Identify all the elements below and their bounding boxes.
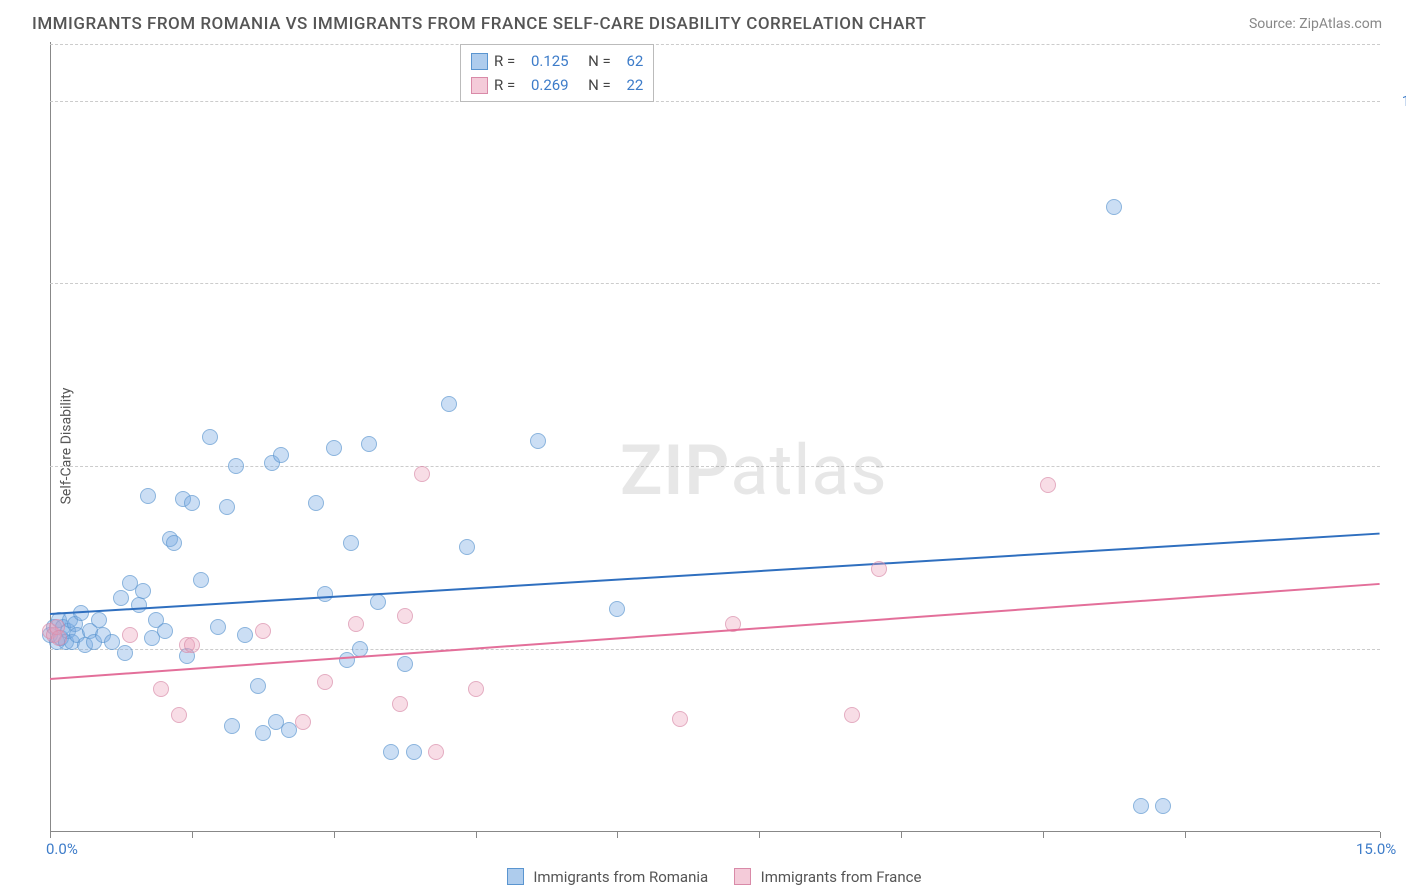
scatter-plot-area: 2.5%5.0%7.5%10.0%0.0%15.0% (50, 42, 1380, 832)
x-tick (1043, 832, 1044, 838)
data-point (91, 612, 107, 628)
data-point (210, 619, 226, 635)
data-point (202, 429, 218, 445)
data-point (326, 440, 342, 456)
data-point (468, 681, 484, 697)
x-tick (192, 832, 193, 838)
x-tick (759, 832, 760, 838)
r-label: R = (494, 49, 515, 73)
data-point (317, 586, 333, 602)
data-point (392, 696, 408, 712)
data-point (609, 601, 625, 617)
data-point (157, 623, 173, 639)
chart-title: IMMIGRANTS FROM ROMANIA VS IMMIGRANTS FR… (32, 14, 926, 34)
x-tick (617, 832, 618, 838)
n-value: 22 (626, 73, 643, 97)
data-point (308, 495, 324, 511)
data-point (672, 711, 688, 727)
n-label: N = (588, 73, 611, 97)
x-tick (476, 832, 477, 838)
r-value: 0.125 (531, 49, 569, 73)
data-point (184, 495, 200, 511)
data-point (414, 466, 430, 482)
data-point (224, 718, 240, 734)
data-point (104, 634, 120, 650)
data-point (171, 707, 187, 723)
data-point (1133, 798, 1149, 814)
data-point (113, 590, 129, 606)
swatch-blue-icon (471, 53, 488, 70)
data-point (193, 572, 209, 588)
x-tick-label: 15.0% (1356, 840, 1396, 858)
data-point (1155, 798, 1171, 814)
data-point (383, 744, 399, 760)
data-point (530, 433, 546, 449)
y-axis-line (50, 42, 51, 832)
data-point (397, 656, 413, 672)
data-point (122, 627, 138, 643)
x-tick (1380, 832, 1381, 838)
data-point (428, 744, 444, 760)
gridline (50, 101, 1380, 102)
swatch-blue-icon (507, 868, 524, 885)
data-point (295, 714, 311, 730)
data-point (184, 637, 200, 653)
data-point (348, 616, 364, 632)
x-tick (901, 832, 902, 838)
regression-line (50, 532, 1380, 614)
gridline (50, 44, 1380, 45)
swatch-pink-icon (471, 77, 488, 94)
legend-row-france: R = 0.269 N = 22 (471, 73, 643, 97)
legend-series: Immigrants from Romania Immigrants from … (0, 868, 1406, 886)
x-tick (1185, 832, 1186, 838)
x-tick-label: 0.0% (46, 840, 78, 858)
swatch-pink-icon (734, 868, 751, 885)
data-point (131, 597, 147, 613)
data-point (406, 744, 422, 760)
data-point (237, 627, 253, 643)
data-point (1106, 199, 1122, 215)
data-point (370, 594, 386, 610)
data-point (250, 678, 266, 694)
data-point (339, 652, 355, 668)
data-point (397, 608, 413, 624)
data-point (459, 539, 475, 555)
n-value: 62 (626, 49, 643, 73)
data-point (140, 488, 156, 504)
data-point (361, 436, 377, 452)
legend-correlation-box: R = 0.125 N = 62 R = 0.269 N = 22 (460, 44, 654, 102)
data-point (228, 458, 244, 474)
data-point (255, 623, 271, 639)
gridline (50, 283, 1380, 284)
n-label: N = (588, 49, 611, 73)
data-point (219, 499, 235, 515)
y-tick-label: 10.0% (1402, 92, 1406, 110)
data-point (441, 396, 457, 412)
r-label: R = (494, 73, 515, 97)
x-axis-line (50, 831, 1380, 832)
data-point (255, 725, 271, 741)
data-point (273, 447, 289, 463)
gridline (50, 649, 1380, 650)
r-value: 0.269 (531, 73, 569, 97)
data-point (51, 630, 67, 646)
data-point (317, 674, 333, 690)
legend-label-romania: Immigrants from Romania (533, 868, 708, 886)
data-point (1040, 477, 1056, 493)
data-point (117, 645, 133, 661)
gridline (50, 466, 1380, 467)
legend-label-france: Immigrants from France (761, 868, 922, 886)
x-tick (50, 832, 51, 838)
data-point (871, 561, 887, 577)
data-point (844, 707, 860, 723)
data-point (166, 535, 182, 551)
data-point (343, 535, 359, 551)
legend-row-romania: R = 0.125 N = 62 (471, 49, 643, 73)
x-tick (334, 832, 335, 838)
source-attribution: Source: ZipAtlas.com (1249, 16, 1382, 32)
data-point (135, 583, 151, 599)
data-point (153, 681, 169, 697)
